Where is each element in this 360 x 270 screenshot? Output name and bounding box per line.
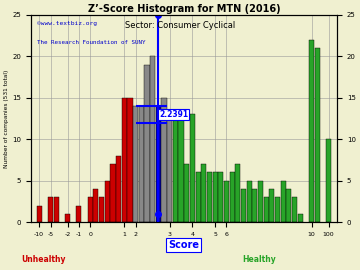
Bar (309, 40, 314, 222)
Bar (315, 48, 320, 222)
Bar (207, 173, 212, 222)
Bar (93, 189, 99, 222)
Bar (54, 197, 59, 222)
Bar (269, 189, 274, 222)
Bar (167, 114, 172, 222)
Bar (111, 164, 116, 222)
Bar (258, 181, 263, 222)
Bar (99, 197, 104, 222)
Text: Unhealthy: Unhealthy (21, 255, 66, 264)
Y-axis label: Number of companies (531 total): Number of companies (531 total) (4, 69, 9, 168)
Bar (150, 56, 155, 222)
Bar (179, 114, 184, 222)
Bar (162, 98, 167, 222)
Text: The Research Foundation of SUNY: The Research Foundation of SUNY (37, 40, 145, 45)
Bar (230, 173, 235, 222)
Bar (65, 214, 70, 222)
Text: 2.2391: 2.2391 (159, 110, 188, 119)
Bar (247, 181, 252, 222)
Text: Sector: Consumer Cyclical: Sector: Consumer Cyclical (125, 21, 235, 30)
Bar (76, 205, 81, 222)
Bar (133, 106, 138, 222)
Bar (298, 214, 303, 222)
X-axis label: Score: Score (168, 240, 199, 250)
Bar (218, 173, 223, 222)
Bar (173, 114, 178, 222)
Bar (37, 205, 42, 222)
Title: Z’-Score Histogram for MTN (2016): Z’-Score Histogram for MTN (2016) (87, 4, 280, 14)
Bar (252, 189, 257, 222)
Bar (116, 156, 121, 222)
Bar (144, 65, 149, 222)
Bar (122, 98, 127, 222)
Bar (48, 197, 53, 222)
Bar (286, 189, 292, 222)
Text: Healthy: Healthy (242, 255, 276, 264)
Bar (241, 189, 246, 222)
Bar (201, 164, 206, 222)
Bar (292, 197, 297, 222)
Bar (156, 106, 161, 222)
Text: ©www.textbiz.org: ©www.textbiz.org (37, 21, 97, 26)
Bar (195, 173, 201, 222)
Bar (224, 181, 229, 222)
Bar (127, 98, 132, 222)
Bar (139, 106, 144, 222)
Bar (281, 181, 286, 222)
Bar (264, 197, 269, 222)
Bar (212, 173, 218, 222)
Bar (275, 197, 280, 222)
Bar (190, 114, 195, 222)
Bar (184, 164, 189, 222)
Bar (326, 139, 331, 222)
Bar (88, 197, 93, 222)
Bar (235, 164, 240, 222)
Bar (105, 181, 110, 222)
